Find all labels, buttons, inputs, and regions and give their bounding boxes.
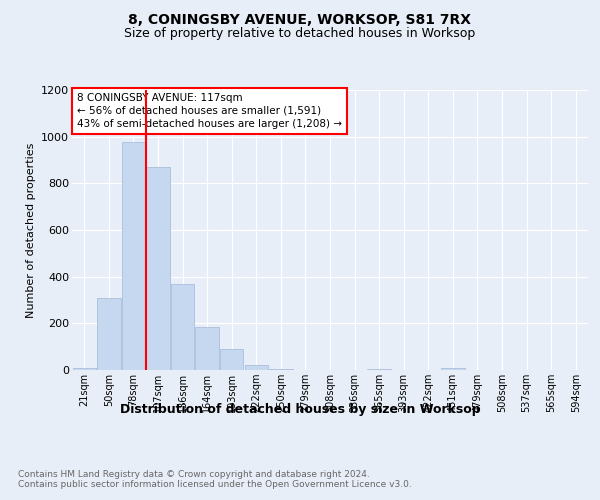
Bar <box>97 298 121 370</box>
Text: Size of property relative to detached houses in Worksop: Size of property relative to detached ho… <box>124 28 476 40</box>
Bar <box>73 368 96 370</box>
Bar <box>146 167 170 370</box>
Text: 8, CONINGSBY AVENUE, WORKSOP, S81 7RX: 8, CONINGSBY AVENUE, WORKSOP, S81 7RX <box>128 12 472 26</box>
Text: Distribution of detached houses by size in Worksop: Distribution of detached houses by size … <box>119 402 481 415</box>
Bar <box>245 366 268 370</box>
Bar <box>367 369 391 370</box>
Text: 8 CONINGSBY AVENUE: 117sqm
← 56% of detached houses are smaller (1,591)
43% of s: 8 CONINGSBY AVENUE: 117sqm ← 56% of deta… <box>77 93 342 129</box>
Bar <box>220 349 244 370</box>
Bar <box>196 327 219 370</box>
Bar <box>171 284 194 370</box>
Bar <box>441 368 464 370</box>
Y-axis label: Number of detached properties: Number of detached properties <box>26 142 35 318</box>
Bar <box>269 369 293 370</box>
Text: Contains HM Land Registry data © Crown copyright and database right 2024.
Contai: Contains HM Land Registry data © Crown c… <box>18 470 412 490</box>
Bar <box>122 142 145 370</box>
